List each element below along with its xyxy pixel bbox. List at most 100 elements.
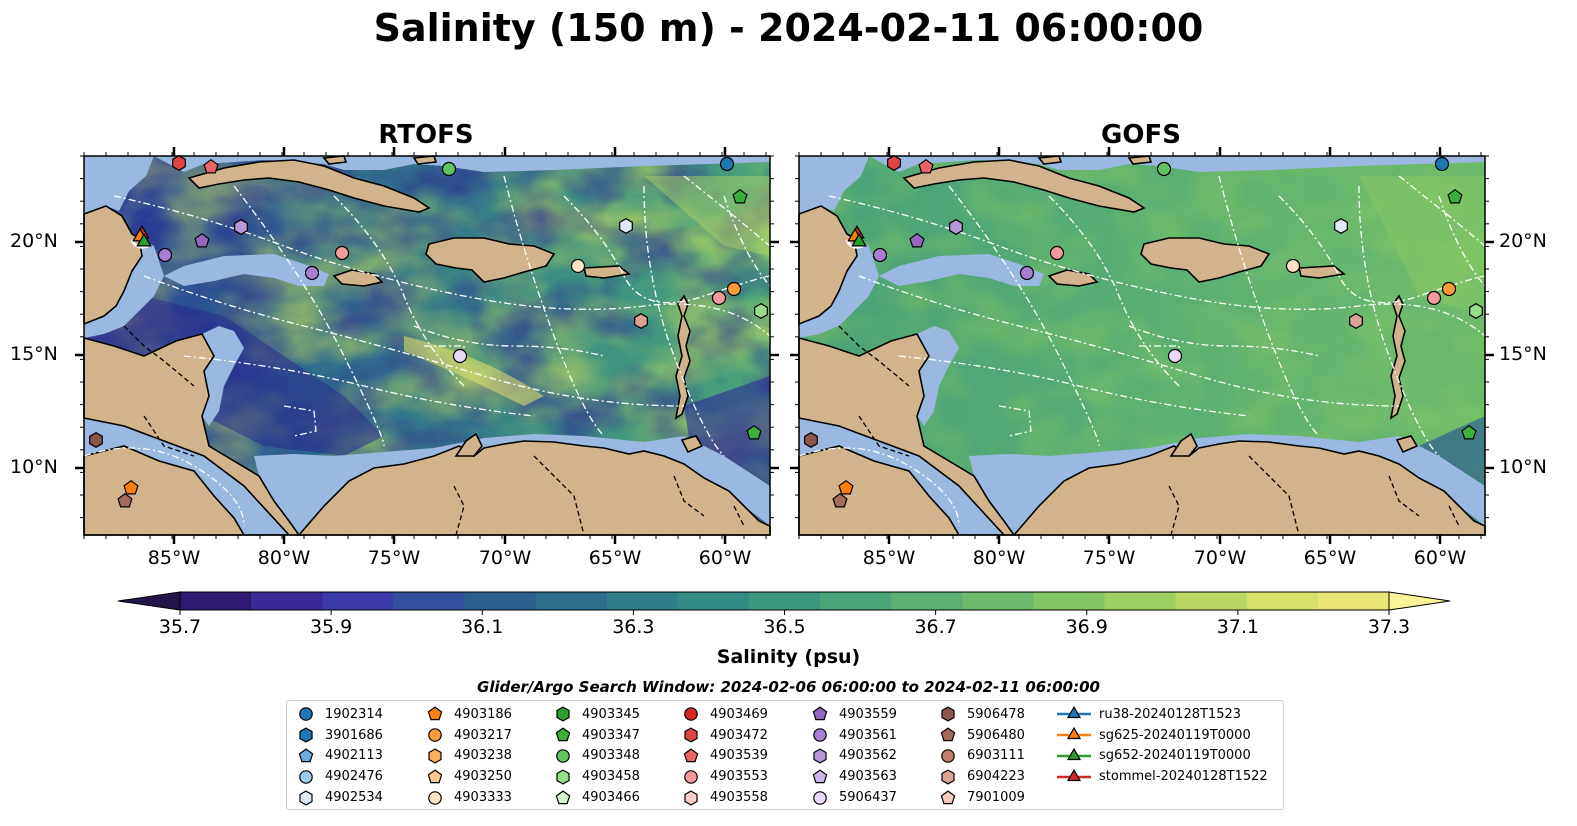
- float-marker: [172, 155, 186, 171]
- legend-marker: [684, 707, 698, 722]
- legend-item: 6903111: [937, 746, 1025, 767]
- legend-column: ru38-20240128T1523 sg625-20240119T0000 sg6…: [1057, 704, 1268, 787]
- search-window-text: Glider/Argo Search Window: 2024-02-06 06…: [477, 678, 1100, 696]
- float-marker: [117, 492, 133, 508]
- legend-item: 4903348: [552, 746, 640, 767]
- legend-label: 4903558: [710, 790, 768, 806]
- legend-marker: [941, 749, 955, 763]
- legend-marker: [299, 707, 313, 722]
- float-marker: [949, 219, 963, 235]
- lon-tick-label: 70°W: [478, 547, 532, 569]
- legend-float-symbol: [555, 727, 571, 742]
- glider-marker: [851, 233, 867, 247]
- legend-item: 4903553: [680, 766, 768, 787]
- legend-label: 6904223: [967, 769, 1025, 785]
- legend-float-symbol: [427, 769, 443, 783]
- legend-label: 1902314: [325, 706, 383, 722]
- float-marker: [1469, 303, 1483, 319]
- legend-label: 4903562: [839, 748, 897, 764]
- legend-marker: [1066, 706, 1082, 719]
- legend-label: 4903466: [582, 790, 640, 806]
- legend-marker: [813, 728, 827, 742]
- legend-marker: [813, 790, 827, 805]
- legend-marker: [941, 769, 955, 785]
- legend-float-symbol: [812, 706, 828, 721]
- legend-column: 4903186 4903217 4903238 4903250 4903333: [424, 704, 512, 808]
- legend-marker: [813, 748, 827, 764]
- float-marker: [804, 432, 818, 448]
- legend-item: stommel-20240128T1522: [1057, 766, 1268, 787]
- legend-label: 4903472: [710, 727, 768, 743]
- lat-tick-label-right: 20°N: [1499, 230, 1547, 252]
- float-marker: [203, 158, 219, 174]
- legend-item: 4903466: [552, 787, 640, 808]
- legend-label: 4903458: [582, 769, 640, 785]
- float-marker: [1461, 424, 1477, 440]
- legend-label: 4903333: [454, 790, 512, 806]
- legend-item: 4903250: [424, 766, 512, 787]
- lon-tick-label: 85°W: [147, 547, 201, 569]
- legend-item: ru38-20240128T1523: [1057, 704, 1268, 725]
- legend-float-symbol: [556, 749, 570, 763]
- colorbar-tick-label: 35.7: [158, 616, 202, 638]
- legend-marker: [556, 749, 570, 763]
- legend-label: 4903553: [710, 769, 768, 785]
- legend-label: sg625-20240119T0000: [1099, 727, 1251, 743]
- lat-tick-label-right: 10°N: [1499, 456, 1547, 478]
- float-marker: [123, 479, 139, 495]
- legend-label: 4903559: [839, 706, 897, 722]
- legend-item: 4903333: [424, 787, 512, 808]
- legend-item: 4903561: [809, 725, 897, 746]
- float-marker: [304, 265, 320, 281]
- colorbar-tick-label: 36.7: [914, 616, 957, 638]
- legend-column: 4903345 4903347 4903348 4903458 4903466: [552, 704, 640, 808]
- lat-tick-label-left: 20°N: [10, 230, 58, 252]
- float-marker: [1019, 265, 1035, 281]
- legend-label: 4902476: [325, 769, 383, 785]
- legend-label: 4903348: [582, 748, 640, 764]
- legend-marker: [427, 706, 443, 721]
- lon-tick-label: 75°W: [1082, 547, 1136, 569]
- colorbar-segment: [535, 592, 608, 610]
- legend-item: 4903469: [680, 704, 768, 725]
- legend-float-symbol: [556, 769, 570, 785]
- float-marker: [746, 424, 762, 440]
- legend-marker: [812, 706, 828, 721]
- legend-marker: [684, 727, 698, 743]
- float-marker: [89, 432, 103, 448]
- legend-item: 4903217: [424, 725, 512, 746]
- legend-float-symbol: [299, 707, 313, 722]
- legend-marker: [1066, 768, 1082, 781]
- axis-ticks: [75, 147, 1494, 544]
- colorbar-extend-low: [117, 591, 181, 611]
- colorbar-segment: [1317, 592, 1390, 610]
- legend-item: sg625-20240119T0000: [1057, 725, 1268, 746]
- legend-marker: [1066, 747, 1082, 761]
- legend-item: 4903345: [552, 704, 640, 725]
- legend-float-symbol: [555, 789, 571, 804]
- float-marker: [754, 303, 768, 319]
- legend-label: sg652-20240119T0000: [1099, 748, 1251, 764]
- legend-float-symbol: [298, 748, 314, 763]
- legend-marker: [428, 748, 442, 764]
- legend-label: 5906437: [839, 790, 897, 806]
- legend-float-symbol: [813, 748, 827, 764]
- legend-item: 4902534: [295, 787, 383, 808]
- lon-tick-label: 65°W: [1303, 547, 1357, 569]
- legend-item: 4902113: [295, 746, 383, 767]
- legend-item: 4903238: [424, 746, 512, 767]
- legend-float-symbol: [556, 706, 570, 722]
- float-marker: [634, 313, 648, 329]
- legend-item: 4902476: [295, 766, 383, 787]
- float-marker: [726, 281, 742, 297]
- legend-label: 4903539: [710, 748, 768, 764]
- legend-label: 4903561: [839, 727, 897, 743]
- legend-label: 4903345: [582, 706, 640, 722]
- legend-item: 3901686: [295, 725, 383, 746]
- rtofs-map: [83, 155, 771, 536]
- colorbar-segment: [1104, 592, 1177, 610]
- legend-label: 4902534: [325, 790, 383, 806]
- colorbar-tick-label: 37.1: [1216, 616, 1260, 638]
- float-marker: [1426, 290, 1442, 306]
- lat-tick-label-left: 10°N: [10, 456, 58, 478]
